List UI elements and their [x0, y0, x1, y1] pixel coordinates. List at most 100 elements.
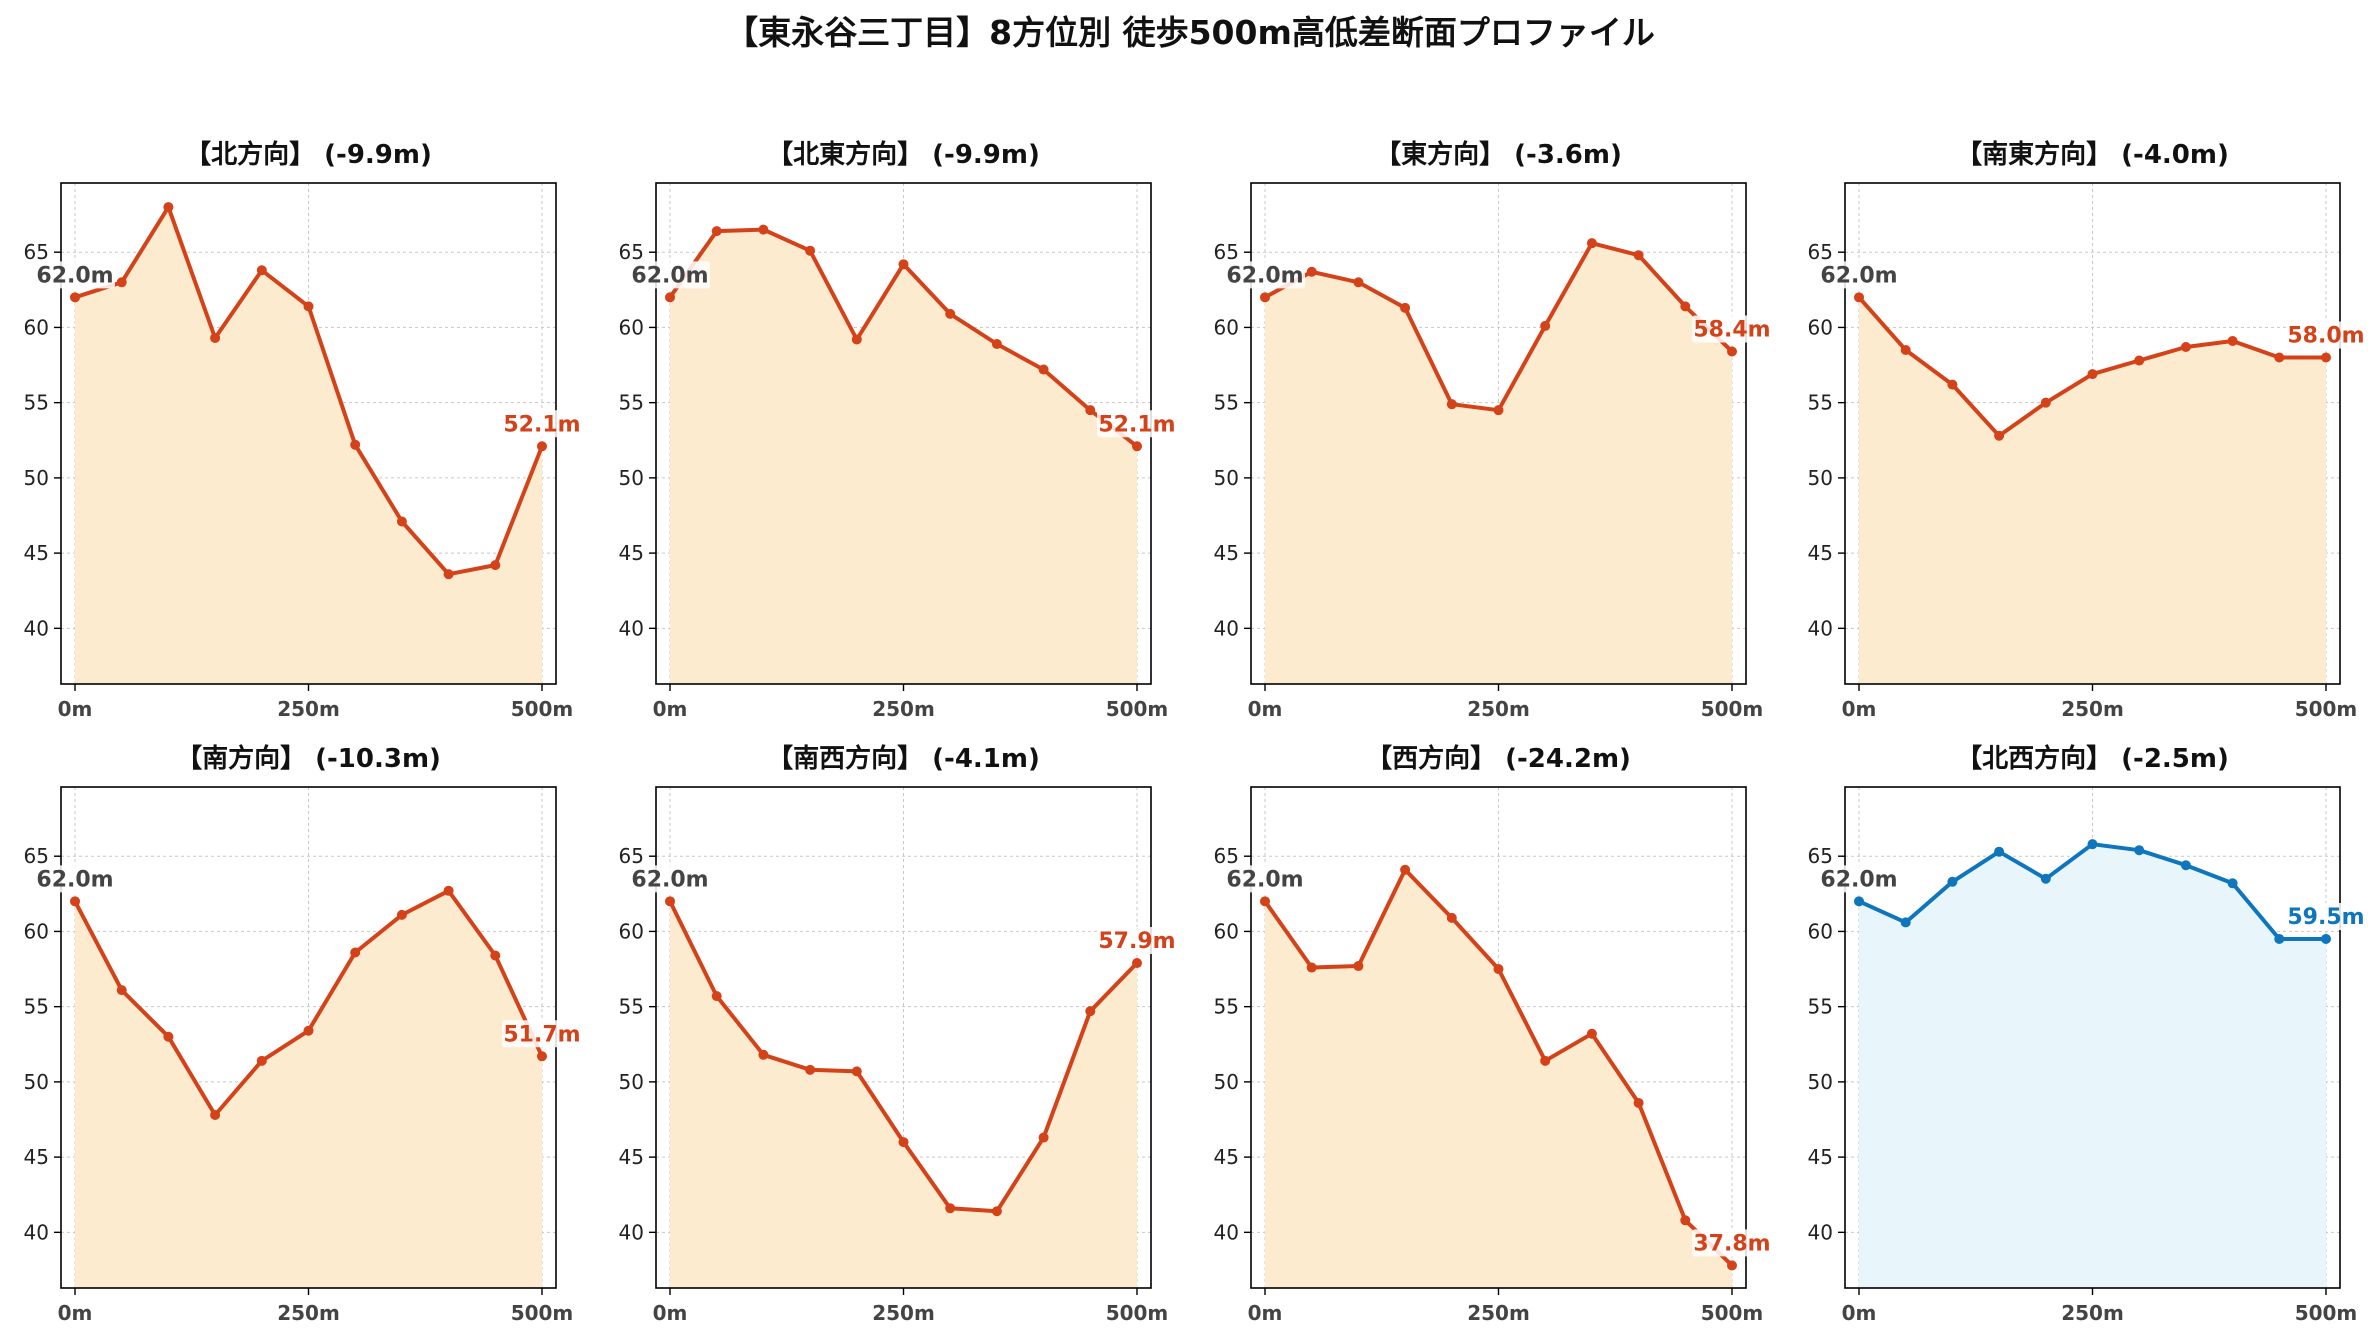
data-point [1586, 238, 1597, 249]
x-tick-label: 0m [1842, 697, 1877, 721]
area-fill [75, 890, 542, 1288]
x-tick-label: 250m [277, 1301, 340, 1325]
data-point [1038, 364, 1049, 375]
data-point [2180, 860, 2191, 871]
x-tick-label: 250m [872, 697, 935, 721]
y-tick-label: 40 [24, 616, 49, 640]
area-fill [670, 229, 1137, 684]
x-tick-label: 250m [1467, 697, 1530, 721]
y-tick-label: 60 [619, 315, 644, 339]
data-point [1994, 430, 2005, 441]
x-tick-label: 0m [653, 697, 688, 721]
data-point [851, 334, 862, 345]
data-point [1400, 864, 1411, 875]
subplot-title: 【北東方向】 (-9.9m) [767, 139, 1040, 170]
data-point [2134, 355, 2145, 366]
x-tick-label: 500m [511, 697, 574, 721]
start-label: 62.0m [36, 867, 113, 892]
start-label-bg [35, 865, 116, 893]
data-point [758, 224, 769, 235]
data-point [665, 896, 676, 907]
data-point [2320, 352, 2331, 363]
y-tick-label: 50 [619, 466, 644, 490]
y-tick-label: 65 [1214, 240, 1239, 264]
y-tick-label: 50 [24, 466, 49, 490]
data-point [1854, 292, 1865, 303]
data-point [536, 441, 547, 452]
y-tick-label: 40 [1808, 616, 1833, 640]
subplot-title: 【東方向】 (-3.6m) [1375, 139, 1622, 170]
y-tick-label: 55 [24, 391, 49, 415]
data-point [70, 292, 81, 303]
y-tick-label: 60 [1214, 315, 1239, 339]
data-point [1900, 345, 1911, 355]
data-point [805, 245, 816, 256]
data-point [1085, 1006, 1096, 1017]
data-point [70, 896, 81, 907]
y-tick-label: 45 [1214, 1145, 1239, 1169]
start-label: 62.0m [1226, 867, 1303, 892]
start-label-bg [1225, 261, 1306, 289]
data-point [2040, 397, 2051, 408]
end-label: 51.7m [503, 1022, 580, 1047]
data-point [303, 1025, 314, 1036]
data-point [945, 1203, 956, 1214]
data-point [991, 1206, 1002, 1217]
subplot-panel-3: 【東方向】 (-3.6m) 40 45 50 55 60 65 0m 250m 500m 62.0m… [1214, 139, 1772, 721]
data-point [1633, 1097, 1644, 1108]
data-point [898, 259, 909, 270]
end-label: 59.5m [2287, 905, 2364, 930]
data-point [1353, 277, 1364, 288]
figure-title: 【東永谷三丁目】8方位別 徒歩500m高低差断面プロファイル [725, 13, 1655, 52]
subplot-panel-7: 【西方向】 (-24.2m) 40 45 50 55 60 65 0m 250m 500m 62.0… [1214, 743, 1772, 1325]
end-label-bg [2285, 902, 2366, 930]
y-tick-label: 65 [619, 844, 644, 868]
data-point [945, 308, 956, 319]
y-tick-label: 50 [1808, 1070, 1833, 1094]
data-point [1260, 292, 1271, 303]
data-point [1854, 896, 1865, 907]
x-tick-label: 250m [2061, 1301, 2124, 1325]
data-point [1260, 896, 1271, 907]
start-label: 62.0m [631, 263, 708, 288]
y-tick-label: 50 [1214, 466, 1239, 490]
x-tick-label: 0m [653, 1301, 688, 1325]
data-point [116, 277, 127, 288]
x-tick-label: 500m [2295, 697, 2358, 721]
data-point [1947, 379, 1958, 390]
data-point [256, 265, 267, 276]
data-point [2227, 878, 2238, 889]
subplot-panel-1: 【北方向】 (-9.9m) 40 45 50 55 60 65 0m 250m 500m 62.0m… [24, 139, 582, 721]
end-label: 58.0m [2287, 324, 2364, 349]
data-point [2087, 369, 2098, 380]
y-tick-label: 60 [619, 919, 644, 943]
y-tick-label: 55 [619, 391, 644, 415]
end-label: 57.9m [1098, 929, 1175, 954]
data-point [1085, 405, 1096, 416]
y-tick-label: 45 [619, 1145, 644, 1169]
data-point [2274, 933, 2285, 944]
data-point [2134, 845, 2145, 856]
start-label: 62.0m [631, 867, 708, 892]
x-tick-label: 250m [872, 1301, 935, 1325]
start-label-bg [35, 261, 116, 289]
data-point [1947, 876, 1958, 887]
data-point [665, 292, 676, 303]
data-point [163, 1031, 174, 1042]
y-tick-label: 65 [1214, 844, 1239, 868]
data-point [116, 985, 127, 996]
data-point [1493, 964, 1504, 975]
data-point [1306, 962, 1317, 973]
subplot-panel-4: 【南東方向】 (-4.0m) 40 45 50 55 60 65 0m 250m 500m 62.0… [1808, 139, 2366, 721]
end-label: 52.1m [503, 412, 580, 437]
x-tick-label: 250m [2061, 697, 2124, 721]
y-tick-label: 45 [24, 1145, 49, 1169]
y-tick-label: 60 [1808, 919, 1833, 943]
data-point [851, 1066, 862, 1077]
y-tick-label: 55 [619, 995, 644, 1019]
subplot-title: 【南東方向】 (-4.0m) [1956, 139, 2229, 170]
data-point [1633, 250, 1644, 261]
data-point [2087, 839, 2098, 850]
data-point [210, 332, 221, 343]
data-point [210, 1109, 221, 1120]
